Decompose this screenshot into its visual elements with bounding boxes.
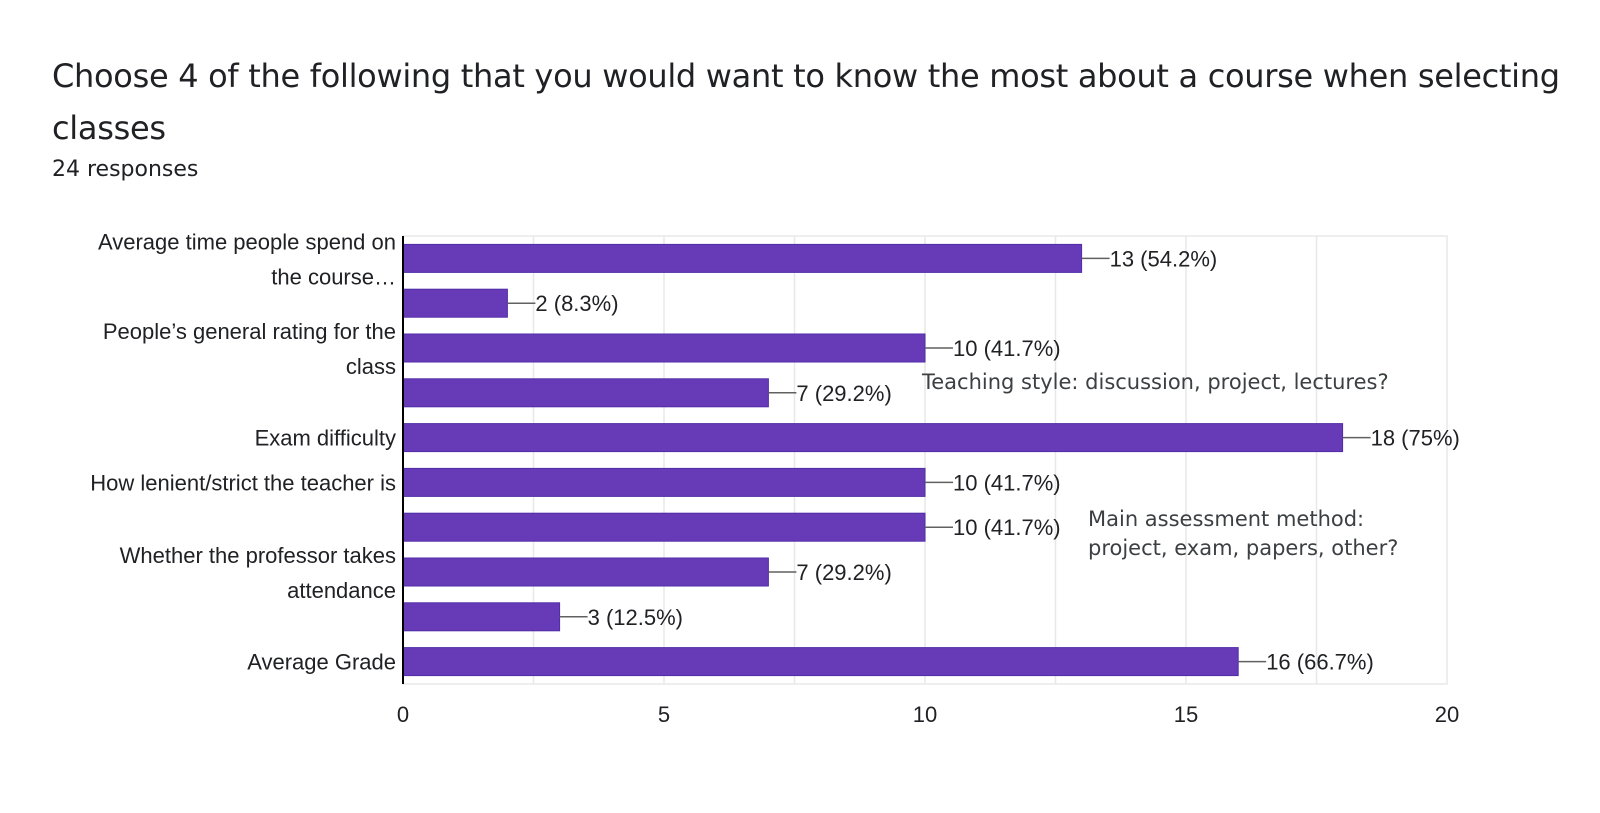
- x-tick-label: 0: [397, 702, 409, 727]
- data-label: 16 (66.7%): [1266, 650, 1374, 675]
- response-count: 24 responses: [52, 157, 199, 182]
- category-label: class: [346, 354, 396, 379]
- data-label: 10 (41.7%): [953, 515, 1061, 540]
- teaching-style-note: Teaching style: discussion, project, lec…: [922, 370, 1389, 394]
- assessment-note: Main assessment method: project, exam, p…: [1088, 507, 1399, 560]
- bar: [402, 647, 1239, 677]
- bar: [402, 288, 508, 318]
- data-label: 10 (41.7%): [953, 336, 1061, 361]
- data-label: 10 (41.7%): [953, 470, 1061, 495]
- bar: [402, 423, 1344, 453]
- category-label: Average Grade: [247, 650, 396, 675]
- data-label: 3 (12.5%): [588, 605, 683, 630]
- bar: [402, 557, 769, 587]
- data-label: 13 (54.2%): [1110, 246, 1218, 271]
- data-label: 7 (29.2%): [796, 560, 891, 585]
- bar: [402, 512, 926, 542]
- category-label: How lenient/strict the teacher is: [90, 470, 396, 495]
- x-tick-label: 10: [913, 702, 937, 727]
- bar: [402, 333, 926, 363]
- x-tick-label: 20: [1435, 702, 1459, 727]
- category-label: the course…: [271, 264, 396, 289]
- category-label: Exam difficulty: [255, 426, 396, 451]
- x-tick-label: 5: [658, 702, 670, 727]
- bar: [402, 602, 561, 632]
- bar: [402, 378, 769, 408]
- chart-title: Choose 4 of the following that you would…: [52, 57, 1560, 147]
- x-tick-label: 15: [1174, 702, 1198, 727]
- category-label: Whether the professor takes: [120, 543, 396, 568]
- bar: [402, 467, 926, 497]
- category-label: People’s general rating for the: [103, 319, 396, 344]
- data-label: 2 (8.3%): [535, 291, 618, 316]
- data-label: 7 (29.2%): [796, 381, 891, 406]
- category-label: attendance: [287, 578, 396, 603]
- bar: [402, 243, 1083, 273]
- data-label: 18 (75%): [1371, 426, 1460, 451]
- category-label: Average time people spend on: [98, 229, 396, 254]
